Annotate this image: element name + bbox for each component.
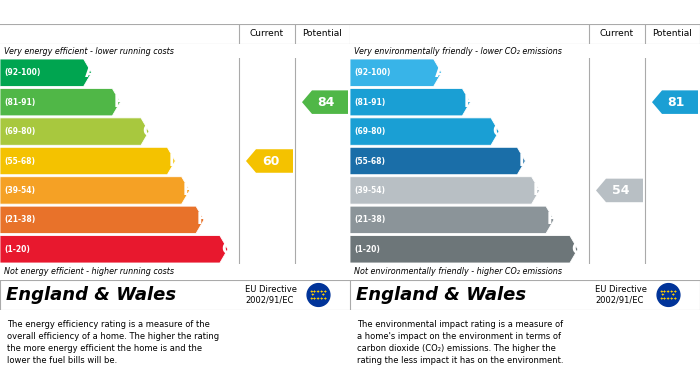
Polygon shape xyxy=(350,147,525,175)
Text: England & Wales: England & Wales xyxy=(6,286,176,304)
Text: Potential: Potential xyxy=(302,29,342,38)
Text: (92-100): (92-100) xyxy=(4,68,41,77)
Text: B: B xyxy=(113,95,125,109)
Polygon shape xyxy=(0,118,149,145)
Text: 81: 81 xyxy=(667,96,685,109)
Polygon shape xyxy=(302,90,348,114)
Polygon shape xyxy=(350,206,554,233)
Text: (69-80): (69-80) xyxy=(4,127,35,136)
Text: F: F xyxy=(197,212,207,227)
Text: EU Directive
2002/91/EC: EU Directive 2002/91/EC xyxy=(595,285,647,305)
Text: C: C xyxy=(492,124,503,139)
Text: Environmental Impact (CO₂) Rating: Environmental Impact (CO₂) Rating xyxy=(355,5,602,18)
Text: (92-100): (92-100) xyxy=(354,68,391,77)
Text: 84: 84 xyxy=(317,96,335,109)
Polygon shape xyxy=(652,90,698,114)
Text: D: D xyxy=(168,154,181,169)
Text: C: C xyxy=(142,124,153,139)
Polygon shape xyxy=(0,235,228,263)
Text: B: B xyxy=(463,95,475,109)
Text: (81-91): (81-91) xyxy=(4,98,35,107)
Text: Current: Current xyxy=(600,29,634,38)
Text: (21-38): (21-38) xyxy=(354,215,385,224)
Text: A: A xyxy=(85,65,97,80)
Polygon shape xyxy=(350,235,578,263)
Text: A: A xyxy=(435,65,447,80)
Text: F: F xyxy=(547,212,557,227)
Text: Potential: Potential xyxy=(652,29,692,38)
Circle shape xyxy=(657,283,680,307)
Text: England & Wales: England & Wales xyxy=(356,286,526,304)
Text: (39-54): (39-54) xyxy=(4,186,35,195)
Text: (81-91): (81-91) xyxy=(354,98,385,107)
Text: The environmental impact rating is a measure of
a home's impact on the environme: The environmental impact rating is a mea… xyxy=(357,320,564,364)
Text: (21-38): (21-38) xyxy=(4,215,35,224)
Text: (1-20): (1-20) xyxy=(354,245,380,254)
Text: ✦✦✦✦✦
✦     ✦
✦✦✦✦✦: ✦✦✦✦✦ ✦ ✦ ✦✦✦✦✦ xyxy=(659,289,678,301)
Text: (1-20): (1-20) xyxy=(4,245,30,254)
Polygon shape xyxy=(0,177,190,204)
Polygon shape xyxy=(596,179,643,202)
Text: G: G xyxy=(221,242,233,257)
Polygon shape xyxy=(0,88,120,116)
Text: Not environmentally friendly - higher CO₂ emissions: Not environmentally friendly - higher CO… xyxy=(354,267,561,276)
Polygon shape xyxy=(350,88,470,116)
Text: Very environmentally friendly - lower CO₂ emissions: Very environmentally friendly - lower CO… xyxy=(354,47,561,56)
Polygon shape xyxy=(350,118,499,145)
Text: Very energy efficient - lower running costs: Very energy efficient - lower running co… xyxy=(4,47,174,56)
Text: D: D xyxy=(518,154,531,169)
Text: EU Directive
2002/91/EC: EU Directive 2002/91/EC xyxy=(245,285,297,305)
Text: Energy Efficiency Rating: Energy Efficiency Rating xyxy=(6,5,178,18)
Text: 54: 54 xyxy=(612,184,629,197)
Text: (69-80): (69-80) xyxy=(354,127,385,136)
Text: (39-54): (39-54) xyxy=(354,186,385,195)
Circle shape xyxy=(307,283,330,307)
Text: E: E xyxy=(183,183,193,198)
Text: E: E xyxy=(533,183,543,198)
Text: 60: 60 xyxy=(262,154,279,167)
Text: Current: Current xyxy=(250,29,284,38)
Text: ✦✦✦✦✦
✦     ✦
✦✦✦✦✦: ✦✦✦✦✦ ✦ ✦ ✦✦✦✦✦ xyxy=(309,289,328,301)
Polygon shape xyxy=(0,147,175,175)
Text: The energy efficiency rating is a measure of the
overall efficiency of a home. T: The energy efficiency rating is a measur… xyxy=(7,320,219,364)
Polygon shape xyxy=(246,149,293,173)
Text: (55-68): (55-68) xyxy=(354,156,385,165)
Polygon shape xyxy=(0,59,92,86)
Polygon shape xyxy=(0,206,204,233)
Text: G: G xyxy=(571,242,583,257)
Polygon shape xyxy=(350,177,540,204)
Polygon shape xyxy=(350,59,442,86)
Text: Not energy efficient - higher running costs: Not energy efficient - higher running co… xyxy=(4,267,174,276)
Text: (55-68): (55-68) xyxy=(4,156,35,165)
